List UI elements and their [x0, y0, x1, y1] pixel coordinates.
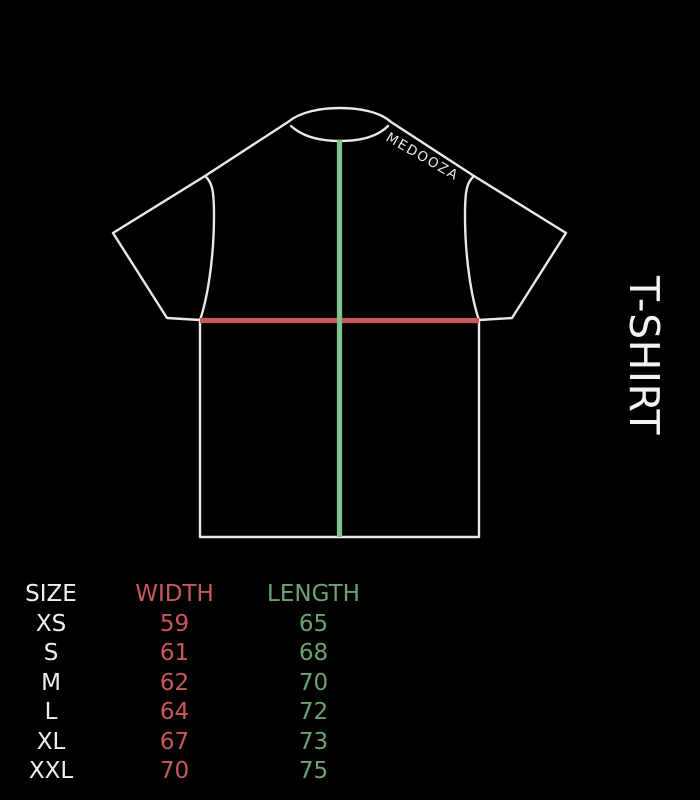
- tshirt-technical-drawing: MEDOOZA: [111, 106, 568, 539]
- table-row-width-m: 62: [159, 669, 190, 696]
- table-row-length-l: 72: [298, 699, 329, 725]
- collar-outer-edge: [286, 106, 393, 124]
- brand-label-text: MEDOOZA: [383, 130, 462, 185]
- table-row-width-s: 61: [159, 640, 190, 666]
- table-row-length-xxl: 75: [298, 758, 329, 784]
- right-shoulder-seam: [389, 120, 476, 178]
- column-header-width: WIDTH: [135, 581, 214, 607]
- table-row-size-s: S: [43, 640, 59, 666]
- size-table-grid: SIZE WIDTH LENGTH XS 59 65 S 61 68 M 62 …: [0, 580, 420, 787]
- left-shoulder-seam: [203, 120, 290, 178]
- brand-label: MEDOOZA: [383, 130, 462, 185]
- column-header-length: LENGTH: [267, 581, 360, 607]
- size-table: SIZE WIDTH LENGTH XS 59 65 S 61 68 M 62 …: [0, 580, 420, 790]
- table-row-length-m: 70: [298, 669, 329, 696]
- table-row-length-xl: 73: [298, 728, 329, 755]
- table-row-width-xl: 67: [159, 728, 190, 755]
- right-sleeve-outline: [472, 174, 568, 322]
- left-armhole-seam: [198, 174, 216, 322]
- table-row-width-l: 64: [159, 699, 190, 725]
- table-row-width-xs: 59: [159, 610, 190, 637]
- table-row-length-xs: 65: [298, 610, 329, 637]
- table-row-size-xl: XL: [36, 728, 66, 755]
- column-header-size: SIZE: [25, 581, 77, 607]
- table-row-size-xs: XS: [35, 610, 67, 637]
- table-row-size-l: L: [44, 699, 58, 725]
- left-sleeve-outline: [111, 174, 207, 322]
- table-row-length-s: 68: [298, 640, 329, 666]
- table-row-size-xxl: XXL: [28, 758, 74, 784]
- garment-illustration: MEDOOZA: [111, 106, 568, 539]
- right-armhole-seam: [463, 174, 481, 322]
- collar-inner-band: [289, 124, 390, 143]
- table-row-width-xxl: 70: [159, 758, 190, 784]
- table-row-size-m: M: [41, 669, 61, 696]
- page-title: T-SHIRT: [620, 276, 668, 436]
